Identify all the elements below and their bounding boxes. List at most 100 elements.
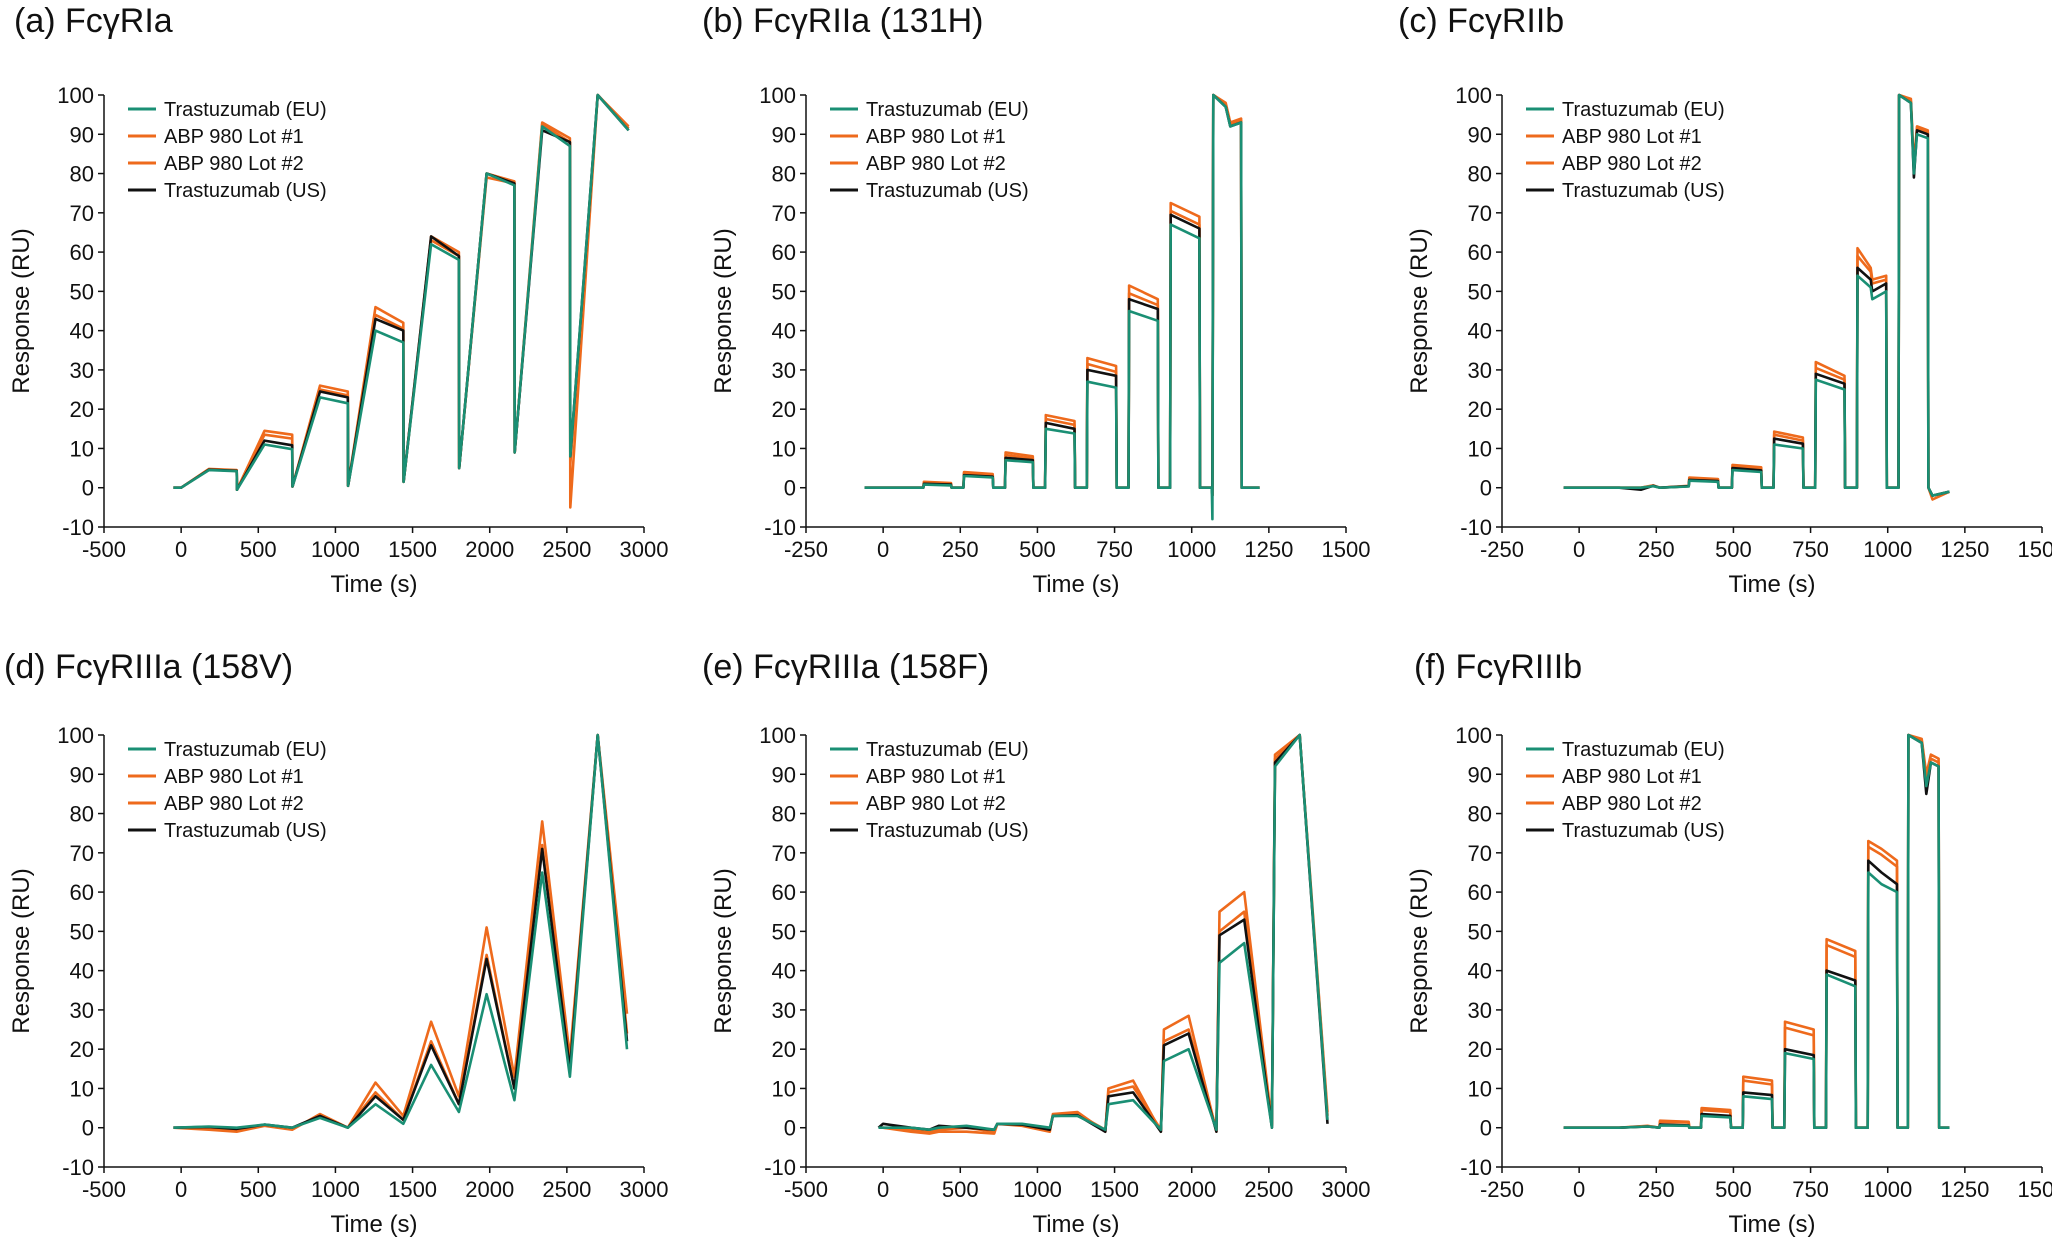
x-tick-label: 1000 [1167,537,1216,562]
y-tick-label: -10 [1460,515,1492,540]
x-tick-label: 3000 [620,537,669,562]
y-tick-label: 20 [70,1037,94,1062]
y-tick-label: 90 [1468,122,1492,147]
legend-label: ABP 980 Lot #1 [1562,126,1702,148]
x-tick-label: -250 [1480,1177,1524,1202]
y-tick-label: 50 [772,279,796,304]
y-tick-label: 40 [70,319,94,344]
y-tick-label: 50 [70,279,94,304]
y-tick-label: 30 [1468,358,1492,383]
y-tick-label: 70 [70,841,94,866]
y-tick-label: 40 [1468,319,1492,344]
y-tick-label: 60 [1468,240,1492,265]
x-tick-label: 250 [942,537,979,562]
chart-plot: -10 0 10 20 30 40 50 60 70 80 90 100 -500 0 500 1000 150… [8,723,669,1238]
y-tick-label: -10 [1460,1155,1492,1180]
x-tick-label: 750 [1792,1177,1829,1202]
y-tick-label: 10 [772,436,796,461]
y-tick-label: 20 [70,397,94,422]
y-tick-label: 70 [772,841,796,866]
legend-label: Trastuzumab (EU) [1562,99,1725,121]
y-tick-label: 80 [1468,162,1492,187]
chart-title: (b) FcγRIIa (131H) [702,2,984,40]
y-tick-label: 70 [772,201,796,226]
chart-plot: -10 0 10 20 30 40 50 60 70 80 90 100 -250 0 250 500 750 1… [1406,83,2052,598]
legend-label: Trastuzumab (US) [866,180,1029,202]
x-tick-label: 500 [240,537,277,562]
legend-label: Trastuzumab (EU) [1562,739,1725,761]
chart-panel-f: (f) FcγRIIIb -10 0 10 20 30 40 50 60 70 80 90 100 -2… [1398,640,2052,1259]
x-axis-title: Time (s) [1728,571,1815,598]
x-tick-label: -500 [784,1177,828,1202]
y-tick-label: 10 [1468,1076,1492,1101]
y-tick-label: 20 [772,1037,796,1062]
y-tick-label: 90 [70,122,94,147]
chart-title: (c) FcγRIIb [1398,2,1565,40]
x-tick-label: 0 [877,1177,889,1202]
chart-title: (f) FcγRIIIb [1414,648,1583,686]
chart-panel-c: (c) FcγRIIb -10 0 10 20 30 40 50 60 70 80 90 100 -25… [1398,0,2052,620]
x-tick-label: 1000 [311,1177,360,1202]
x-tick-label: -250 [1480,537,1524,562]
x-tick-label: 3000 [620,1177,669,1202]
legend-label: ABP 980 Lot #1 [1562,766,1702,788]
legend-label: Trastuzumab (US) [1562,180,1725,202]
x-tick-label: 750 [1792,537,1829,562]
y-tick-label: 50 [70,919,94,944]
x-tick-label: 0 [1573,1177,1585,1202]
x-tick-label: 2000 [465,537,514,562]
x-tick-label: 0 [175,537,187,562]
legend-label: Trastuzumab (EU) [866,739,1029,761]
x-tick-label: 0 [175,1177,187,1202]
y-axis-title: Response (RU) [8,868,35,1033]
x-tick-label: 1500 [1090,1177,1139,1202]
x-tick-label: 250 [1638,537,1675,562]
legend-label: ABP 980 Lot #2 [866,793,1006,815]
legend-label: ABP 980 Lot #2 [866,153,1006,175]
y-tick-label: 40 [1468,959,1492,984]
x-tick-label: 750 [1096,537,1133,562]
x-tick-label: 1500 [388,1177,437,1202]
y-tick-label: 100 [57,723,94,748]
y-tick-label: 0 [784,476,796,501]
chart-plot: -10 0 10 20 30 40 50 60 70 80 90 100 -500 0 500 1000 150… [710,723,1370,1238]
y-axis-title: Response (RU) [710,228,737,393]
series-trastuzumab-eu [1563,93,1950,497]
x-tick-label: -500 [82,1177,126,1202]
series-trastuzumab-eu [173,733,629,1129]
y-axis-title: Response (RU) [1406,228,1433,393]
y-tick-label: 100 [57,83,94,108]
legend-label: Trastuzumab (EU) [866,99,1029,121]
x-tick-label: 500 [1019,537,1056,562]
legend-label: ABP 980 Lot #1 [164,766,304,788]
y-tick-label: 100 [759,83,796,108]
x-tick-label: 1500 [388,537,437,562]
y-tick-label: 10 [70,1076,94,1101]
y-axis-title: Response (RU) [8,228,35,393]
y-tick-label: 90 [70,762,94,787]
chart-title: (a) FcγRIa [14,2,173,40]
y-tick-label: -10 [62,515,94,540]
y-tick-label: 70 [1468,201,1492,226]
y-tick-label: 80 [772,802,796,827]
chart-plot: -10 0 10 20 30 40 50 60 70 80 90 100 -500 0 500 1000 150… [8,83,669,598]
x-axis-title: Time (s) [1032,571,1119,598]
y-tick-label: -10 [764,515,796,540]
y-tick-label: 60 [70,880,94,905]
y-tick-label: 40 [772,319,796,344]
y-tick-label: 90 [1468,762,1492,787]
y-tick-label: 100 [1455,723,1492,748]
y-tick-label: 30 [70,358,94,383]
x-axis-title: Time (s) [330,571,417,598]
y-tick-label: 30 [70,998,94,1023]
x-axis-title: Time (s) [1032,1211,1119,1238]
x-tick-label: 2500 [1244,1177,1293,1202]
x-tick-label: 1250 [1244,537,1293,562]
y-tick-label: 0 [82,1116,94,1141]
x-tick-label: 250 [1638,1177,1675,1202]
y-tick-label: 60 [772,240,796,265]
legend-label: Trastuzumab (US) [1562,820,1725,842]
legend-label: Trastuzumab (US) [866,820,1029,842]
x-tick-label: 1250 [1940,537,1989,562]
